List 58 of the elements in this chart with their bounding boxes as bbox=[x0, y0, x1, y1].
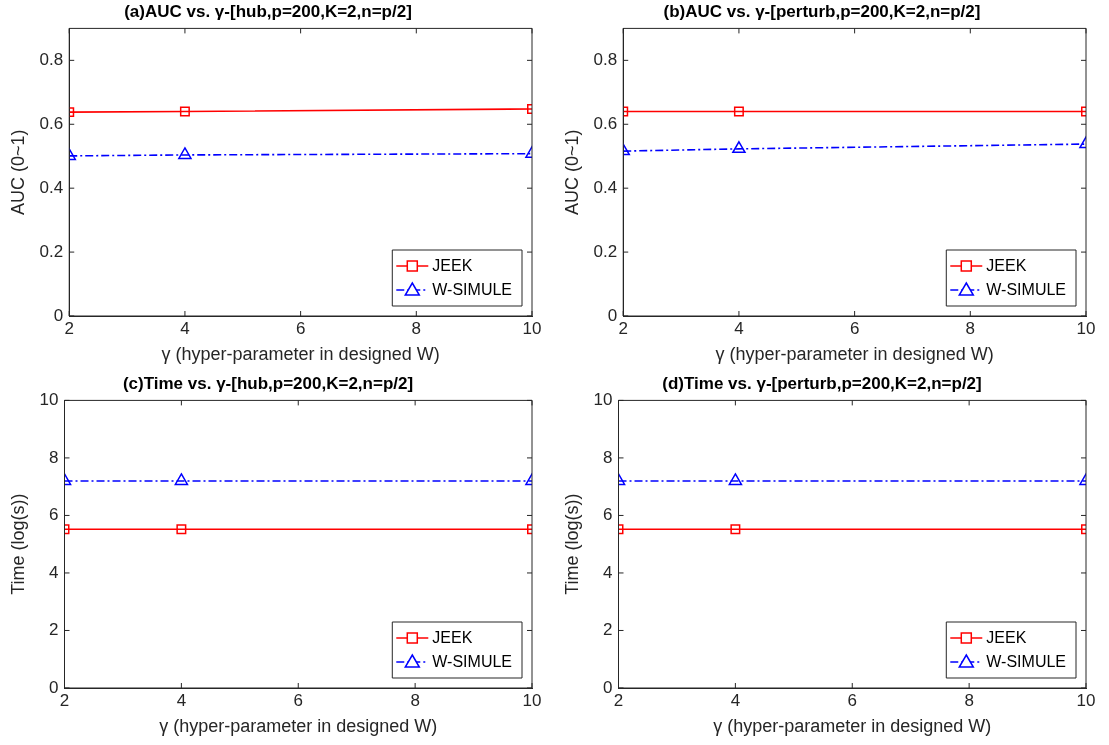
x-tick-label: 4 bbox=[734, 318, 744, 338]
x-tick-label: 4 bbox=[176, 690, 187, 710]
x-tick-label: 6 bbox=[847, 690, 857, 710]
y-tick-label: 0.4 bbox=[39, 177, 64, 197]
y-tick-label: 2 bbox=[603, 620, 613, 640]
y-tick-label: 4 bbox=[49, 562, 59, 582]
legend-label: JEEK bbox=[986, 257, 1027, 275]
legend-label: W-SIMULE bbox=[986, 281, 1067, 299]
y-tick-label: 4 bbox=[603, 562, 613, 582]
x-axis-title: γ (hyper-parameter in designed W) bbox=[713, 716, 992, 737]
x-tick-label: 6 bbox=[293, 690, 303, 710]
y-tick-label: 0.6 bbox=[593, 113, 618, 133]
chart-title: (c)Time vs. γ-[hub,p=200,K=2,n=p/2] bbox=[122, 373, 414, 393]
legend-label: W-SIMULE bbox=[432, 653, 513, 671]
y-tick-label: 0.2 bbox=[593, 241, 618, 261]
y-tick-label: 8 bbox=[603, 447, 613, 467]
x-tick-label: 6 bbox=[849, 318, 860, 338]
y-tick-label: 0 bbox=[53, 305, 64, 325]
y-axis-title: AUC (0~1) bbox=[561, 129, 582, 215]
x-tick-label: 10 bbox=[522, 318, 542, 338]
x-tick-label: 8 bbox=[411, 318, 422, 338]
legend-label: W-SIMULE bbox=[986, 653, 1067, 671]
x-axis-title: γ (hyper-parameter in designed W) bbox=[159, 716, 438, 737]
legend-label: W-SIMULE bbox=[432, 281, 513, 299]
x-tick-label: 10 bbox=[1076, 690, 1096, 710]
y-tick-label: 6 bbox=[603, 505, 613, 525]
x-tick-label: 8 bbox=[410, 690, 420, 710]
x-tick-label: 4 bbox=[730, 690, 741, 710]
y-tick-label: 0.4 bbox=[593, 177, 618, 197]
x-tick-label: 10 bbox=[522, 690, 542, 710]
y-tick-label: 0.6 bbox=[39, 113, 64, 133]
y-axis-title: AUC (0~1) bbox=[7, 129, 28, 215]
y-tick-label: 0 bbox=[607, 305, 618, 325]
x-tick-label: 8 bbox=[965, 318, 976, 338]
legend-label: JEEK bbox=[432, 629, 473, 647]
chart-title: (d)Time vs. γ-[perturb,p=200,K=2,n=p/2] bbox=[662, 373, 982, 393]
y-tick-label: 0 bbox=[49, 677, 59, 697]
y-tick-label: 8 bbox=[49, 447, 59, 467]
x-axis-title: γ (hyper-parameter in designed W) bbox=[161, 344, 440, 365]
x-tick-label: 4 bbox=[180, 318, 190, 338]
y-tick-label: 0.8 bbox=[39, 50, 64, 70]
x-tick-label: 10 bbox=[1076, 318, 1096, 338]
legend-label: JEEK bbox=[986, 629, 1027, 647]
chart-title: (a)AUC vs. γ-[hub,p=200,K=2,n=p/2] bbox=[124, 1, 412, 21]
y-tick-label: 6 bbox=[49, 505, 59, 525]
y-axis-title: Time (log(s)) bbox=[561, 493, 582, 595]
y-tick-label: 2 bbox=[49, 620, 59, 640]
legend-label: JEEK bbox=[432, 257, 473, 275]
x-tick-label: 6 bbox=[295, 318, 306, 338]
chart-title: (b)AUC vs. γ-[perturb,p=200,K=2,n=p/2] bbox=[663, 1, 981, 21]
y-axis-title: Time (log(s)) bbox=[7, 493, 28, 595]
y-tick-label: 10 bbox=[39, 390, 59, 410]
x-axis-title: γ (hyper-parameter in designed W) bbox=[715, 344, 994, 365]
y-tick-label: 0.2 bbox=[39, 241, 64, 261]
x-tick-label: 8 bbox=[964, 690, 974, 710]
y-tick-label: 0.8 bbox=[593, 50, 618, 70]
y-tick-label: 10 bbox=[593, 390, 613, 410]
y-tick-label: 0 bbox=[603, 677, 613, 697]
